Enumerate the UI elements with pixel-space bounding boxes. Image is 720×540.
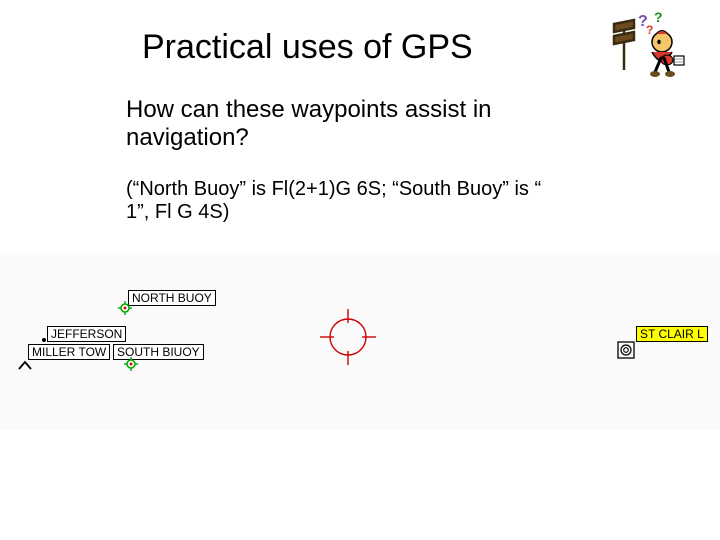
label-miller-tow: MILLER TOW [28, 344, 110, 360]
marker-north-buoy [118, 301, 132, 320]
chart-area: NORTH BUOY JEFFERSON MILLER TOW SOUTH BI… [0, 255, 720, 430]
label-jefferson: JEFFERSON [47, 326, 126, 342]
label-north-buoy: NORTH BUOY [128, 290, 216, 306]
svg-text:?: ? [654, 12, 663, 25]
page-subtitle: How can these waypoints assist in naviga… [126, 96, 566, 151]
svg-text:?: ? [646, 23, 653, 37]
marker-miller-tow [18, 357, 32, 375]
marker-south-buoy [124, 357, 138, 376]
page-title: Practical uses of GPS [142, 28, 473, 67]
label-st-clair: ST CLAIR L [636, 326, 708, 342]
slide: Practical uses of GPS How can these wayp… [0, 0, 720, 540]
marker-st-clair [617, 341, 635, 364]
reticle-icon [320, 309, 376, 370]
confused-hiker-icon: ? ? ? [612, 12, 690, 82]
page-note: (“North Buoy” is Fl(2+1)G 6S; “South Buo… [126, 178, 566, 224]
